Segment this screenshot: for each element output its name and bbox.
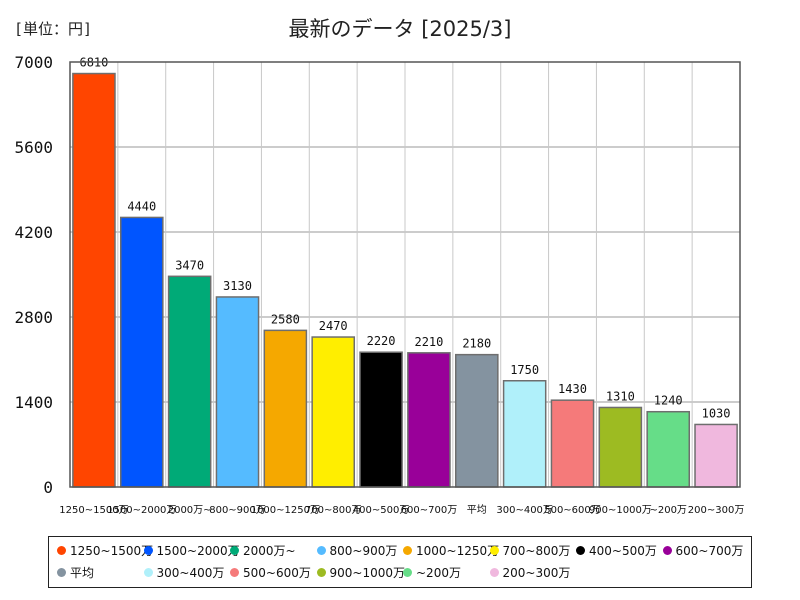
- bar: [407, 352, 451, 488]
- y-tick-label: 2800: [14, 308, 53, 327]
- data-label: 2210: [414, 335, 443, 349]
- data-label: 1030: [702, 406, 731, 420]
- data-label: 1310: [606, 389, 635, 403]
- legend-label: 1500~2000万: [156, 544, 240, 558]
- legend-item: 1000~1250万: [403, 541, 499, 561]
- x-tick-label: 800~900万: [209, 505, 266, 516]
- x-tick-label: 300~400万: [496, 505, 553, 516]
- x-tick-label: 200~300万: [688, 505, 745, 516]
- legend-label: 800~900万: [329, 544, 398, 558]
- bar: [502, 380, 547, 488]
- legend-item: 400~500万: [576, 541, 657, 561]
- y-tick-label: 0: [43, 478, 53, 497]
- legend-item: 200~300万: [489, 563, 571, 583]
- legend-item: 900~1000万: [316, 563, 406, 583]
- legend-swatch: [403, 568, 412, 577]
- legend-item: 1500~2000万: [143, 541, 240, 561]
- x-tick-label: 平均: [467, 504, 487, 516]
- legend-label: 平均: [70, 566, 95, 580]
- data-label: 2580: [271, 312, 300, 326]
- data-label: 1750: [510, 363, 539, 377]
- x-tick-label: 900~1000万: [589, 505, 652, 516]
- data-label: 2180: [462, 337, 491, 351]
- legend-swatch: [57, 568, 66, 577]
- data-label: 3130: [223, 279, 252, 293]
- legend-swatch: [403, 546, 412, 555]
- bar: [454, 353, 499, 488]
- data-label: 2470: [319, 319, 348, 333]
- legend-label: 400~500万: [589, 544, 657, 558]
- x-tick-label: 500~600万: [544, 505, 601, 516]
- x-tick-label: 2000万~: [168, 505, 212, 516]
- legend-swatch: [143, 546, 153, 555]
- legend-item: ~200万: [403, 563, 461, 583]
- y-tick-label: 4200: [14, 223, 53, 242]
- legend-swatch: [489, 568, 499, 577]
- x-tick-label: 600~700万: [401, 505, 458, 516]
- legend-item: 700~800万: [489, 541, 571, 561]
- unit-label: [単位：円]: [14, 20, 93, 38]
- bar: [311, 336, 356, 488]
- legend-label: 1000~1250万: [416, 544, 500, 558]
- x-tick-label: 700~800万: [305, 505, 362, 516]
- legend-label: 300~400万: [156, 566, 225, 580]
- legend-swatch: [143, 568, 153, 577]
- data-label: 1240: [654, 394, 683, 408]
- legend-label: ~200万: [416, 566, 461, 580]
- y-tick-label: 1400: [14, 393, 53, 412]
- legend-item: 平均: [57, 563, 94, 583]
- legend-label: 500~600万: [243, 566, 311, 580]
- bar: [72, 72, 116, 488]
- legend-swatch: [230, 568, 239, 577]
- y-tick-label: 7000: [14, 53, 53, 72]
- legend-label: 1250~1500万: [70, 544, 154, 558]
- legend-label: 2000万~: [243, 544, 296, 558]
- legend-swatch: [316, 568, 326, 577]
- legend-label: 600~700万: [675, 544, 744, 558]
- legend-swatch: [316, 546, 326, 555]
- bar: [167, 275, 212, 488]
- legend-swatch: [489, 546, 499, 555]
- legend-item: 600~700万: [662, 541, 744, 561]
- legend-swatch: [57, 546, 66, 555]
- bar: [359, 351, 403, 488]
- legend-item: 2000万~: [230, 541, 296, 561]
- bar: [263, 329, 308, 488]
- bar: [646, 410, 691, 488]
- legend-swatch: [662, 546, 672, 555]
- legend-label: 200~300万: [502, 566, 571, 580]
- x-tick-label: 400~500万: [353, 505, 410, 516]
- x-tick-label: ~200万: [649, 505, 686, 516]
- legend-swatch: [576, 546, 585, 555]
- legend-item: 300~400万: [143, 563, 225, 583]
- plot-frame: [69, 61, 741, 488]
- x-tick-label: 1500~2000万: [107, 505, 176, 516]
- x-tick-label: 1250~1500万: [59, 505, 128, 516]
- bar: [598, 406, 643, 488]
- legend-item: 1250~1500万: [57, 541, 153, 561]
- data-label: 4440: [127, 199, 156, 213]
- legend-item: 500~600万: [230, 563, 311, 583]
- data-label: 2220: [367, 334, 396, 348]
- chart-title: 最新のデータ [2025/3]: [288, 17, 512, 41]
- data-label: 1430: [558, 382, 587, 396]
- legend-item: 800~900万: [316, 541, 398, 561]
- legend-swatch: [230, 546, 239, 555]
- bar: [694, 423, 738, 488]
- bar: [550, 399, 595, 488]
- data-label: 3470: [175, 258, 204, 272]
- bar: [215, 296, 260, 488]
- y-tick-label: 5600: [14, 138, 53, 157]
- legend: 1250~1500万 1500~2000万 2000万~ 800~900万 1000~1…: [48, 536, 752, 588]
- bar: [119, 216, 164, 488]
- legend-label: 700~800万: [502, 544, 571, 558]
- x-tick-label: 1000~1250万: [251, 505, 320, 516]
- legend-label: 900~1000万: [329, 566, 406, 580]
